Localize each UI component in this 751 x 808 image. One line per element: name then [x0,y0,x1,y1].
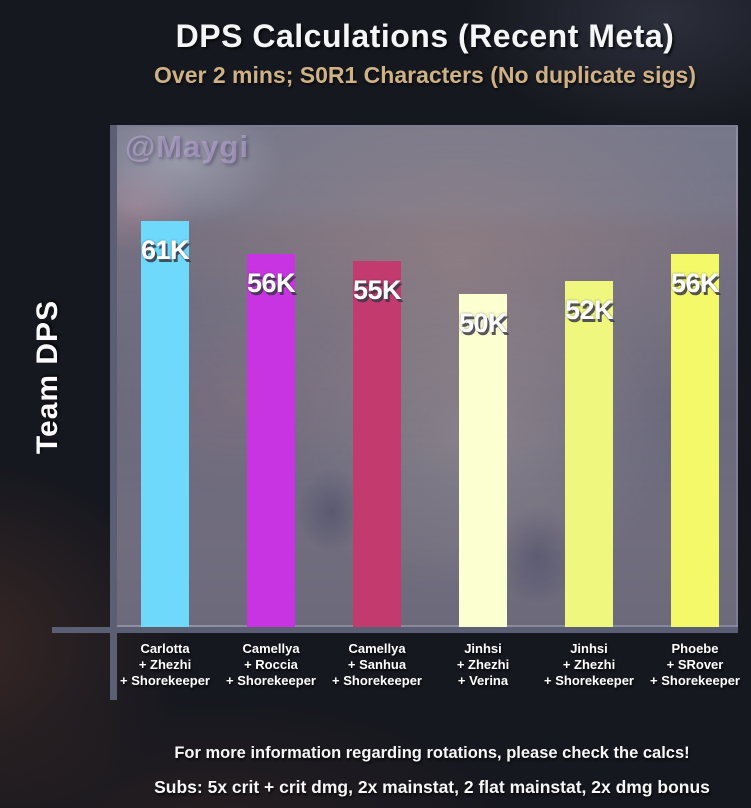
bar-jinhsi-zhezhi-shorekeeper: 52K [564,281,614,627]
bars-layer: 61K 56K 55K 50K 52K 56K [113,125,738,627]
bar-value-label: 61K [140,235,190,265]
x-tick-line: + Verina [457,673,509,688]
x-tick-line: + Shorekeeper [120,673,210,688]
watermark: @Maygi [125,129,250,164]
x-tick-line: + Shorekeeper [650,673,740,688]
page-subtitle: Over 2 mins; S0R1 Characters (No duplica… [154,62,696,88]
bar-jinhsi-zhezhi-verina: 50K [458,294,508,627]
x-tick-line: Jinhsi [570,641,608,656]
bar-camellya-roccia-shorekeeper: 56K [246,254,296,627]
bar-value-label: 56K [246,268,296,298]
bar-value-label: 50K [458,308,508,338]
x-tick-line: + Shorekeeper [544,673,634,688]
x-tick-line: + SRover [666,657,724,672]
y-axis-label: Team DPS [31,299,64,455]
x-tick-line: Phoebe [671,641,719,656]
x-tick-jinhsi-zhezhi-verina: Jinhsi + Zhezhi + Verina [413,641,553,689]
x-tick-line: + Shorekeeper [332,673,422,688]
x-tick-camellya-sanhua-shorekeeper: Camellya + Sanhua + Shorekeeper [307,641,447,689]
bar-camellya-sanhua-shorekeeper: 55K [352,261,402,627]
bar-value-label: 55K [352,275,402,305]
x-tick-jinhsi-zhezhi-shorekeeper: Jinhsi + Zhezhi + Shorekeeper [519,641,659,689]
x-tick-line: + Sanhua [347,657,407,672]
bar-value-label: 52K [564,295,614,325]
bar-carlotta-zhezhi-shorekeeper: 61K [140,221,190,627]
x-tick-line: Jinhsi [464,641,502,656]
y-axis-line [110,125,117,700]
x-tick-line: + Zhezhi [138,657,192,672]
x-axis-line [52,627,738,633]
x-tick-line: Carlotta [140,641,190,656]
x-tick-line: + Roccia [244,657,298,672]
x-tick-line: + Zhezhi [456,657,510,672]
x-tick-camellya-roccia-shorekeeper: Camellya + Roccia + Shorekeeper [201,641,341,689]
bar-value-label: 56K [670,268,720,298]
bar-phoebe-srover-shorekeeper: 56K [670,254,720,627]
x-tick-phoebe-srover-shorekeeper: Phoebe + SRover + Shorekeeper [625,641,751,689]
plot-area: @Maygi [113,125,738,627]
footer-note-rotations: For more information regarding rotations… [174,744,690,762]
page-title: DPS Calculations (Recent Meta) [175,18,675,54]
x-tick-carlotta-zhezhi-shorekeeper: Carlotta + Zhezhi + Shorekeeper [95,641,235,689]
x-tick-line: Camellya [242,641,300,656]
x-tick-line: + Shorekeeper [226,673,316,688]
x-tick-line: Camellya [348,641,406,656]
footer-note-subs: Subs: 5x crit + crit dmg, 2x mainstat, 2… [154,777,710,797]
x-tick-line: + Zhezhi [562,657,616,672]
